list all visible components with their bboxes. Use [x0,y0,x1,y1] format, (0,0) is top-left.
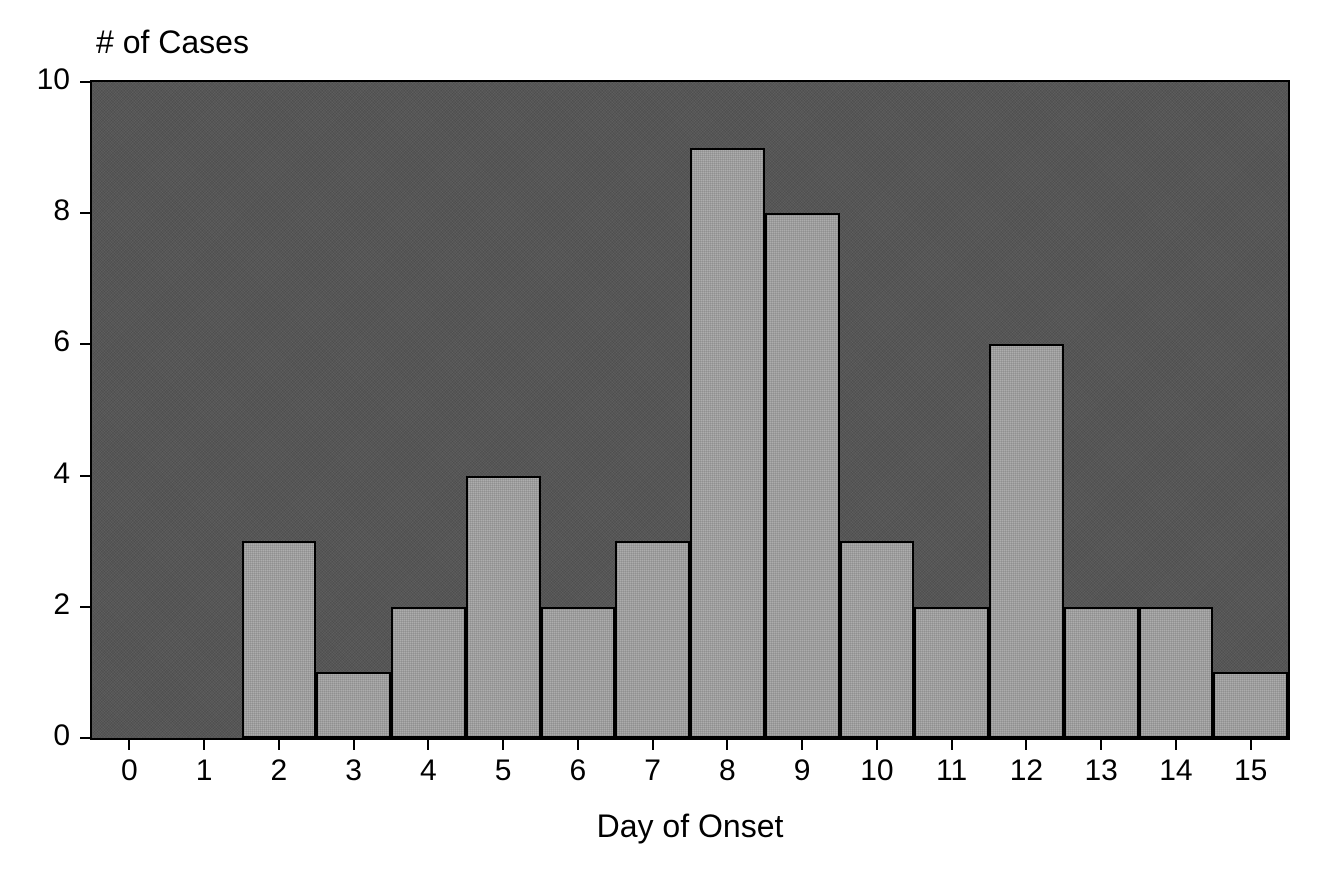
y-tick-label: 8 [20,194,70,228]
x-tick-mark [278,740,280,750]
x-tick-label: 1 [174,754,234,788]
x-tick-label: 12 [996,754,1056,788]
x-tick-mark [1100,740,1102,750]
bar-day-11 [914,607,989,738]
x-tick-label: 5 [473,754,533,788]
x-tick-mark [1250,740,1252,750]
bar-day-3 [316,672,391,738]
x-tick-label: 9 [772,754,832,788]
x-tick-label: 0 [99,754,159,788]
y-tick-label: 6 [20,325,70,359]
x-tick-mark [1025,740,1027,750]
y-tick-mark [80,606,90,608]
y-tick-mark [80,737,90,739]
x-tick-mark [577,740,579,750]
x-tick-label: 10 [847,754,907,788]
y-tick-label: 4 [20,457,70,491]
bar-day-14 [1139,607,1214,738]
y-axis-title: # of Cases [96,24,249,61]
x-tick-mark [502,740,504,750]
y-tick-mark [80,475,90,477]
y-tick-mark [80,81,90,83]
y-tick-label: 10 [20,63,70,97]
y-tick-mark [80,212,90,214]
x-tick-mark [353,740,355,750]
bar-day-12 [989,344,1064,738]
x-tick-mark [801,740,803,750]
x-tick-label: 6 [548,754,608,788]
plot-area [90,80,1290,740]
bar-day-4 [391,607,466,738]
bar-day-10 [840,541,915,738]
x-tick-mark [951,740,953,750]
x-tick-label: 4 [398,754,458,788]
bar-day-15 [1213,672,1288,738]
bar-day-7 [615,541,690,738]
x-tick-mark [1175,740,1177,750]
x-tick-mark [203,740,205,750]
bar-day-6 [541,607,616,738]
x-tick-label: 2 [249,754,309,788]
x-tick-mark [876,740,878,750]
x-tick-mark [427,740,429,750]
x-tick-mark [652,740,654,750]
x-axis-title: Day of Onset [90,808,1290,845]
x-tick-label: 11 [922,754,982,788]
x-tick-mark [128,740,130,750]
x-tick-label: 3 [324,754,384,788]
bar-day-13 [1064,607,1139,738]
x-tick-label: 8 [697,754,757,788]
x-tick-label: 7 [623,754,683,788]
y-tick-label: 0 [20,719,70,753]
bar-day-5 [466,476,541,738]
bar-day-9 [765,213,840,738]
x-tick-label: 15 [1221,754,1281,788]
bar-day-8 [690,148,765,738]
bar-day-2 [242,541,317,738]
x-tick-label: 13 [1071,754,1131,788]
x-tick-label: 14 [1146,754,1206,788]
y-tick-label: 2 [20,588,70,622]
chart-container: # of Cases 0246810 012345678910111213141… [0,0,1339,882]
x-tick-mark [726,740,728,750]
y-tick-mark [80,343,90,345]
